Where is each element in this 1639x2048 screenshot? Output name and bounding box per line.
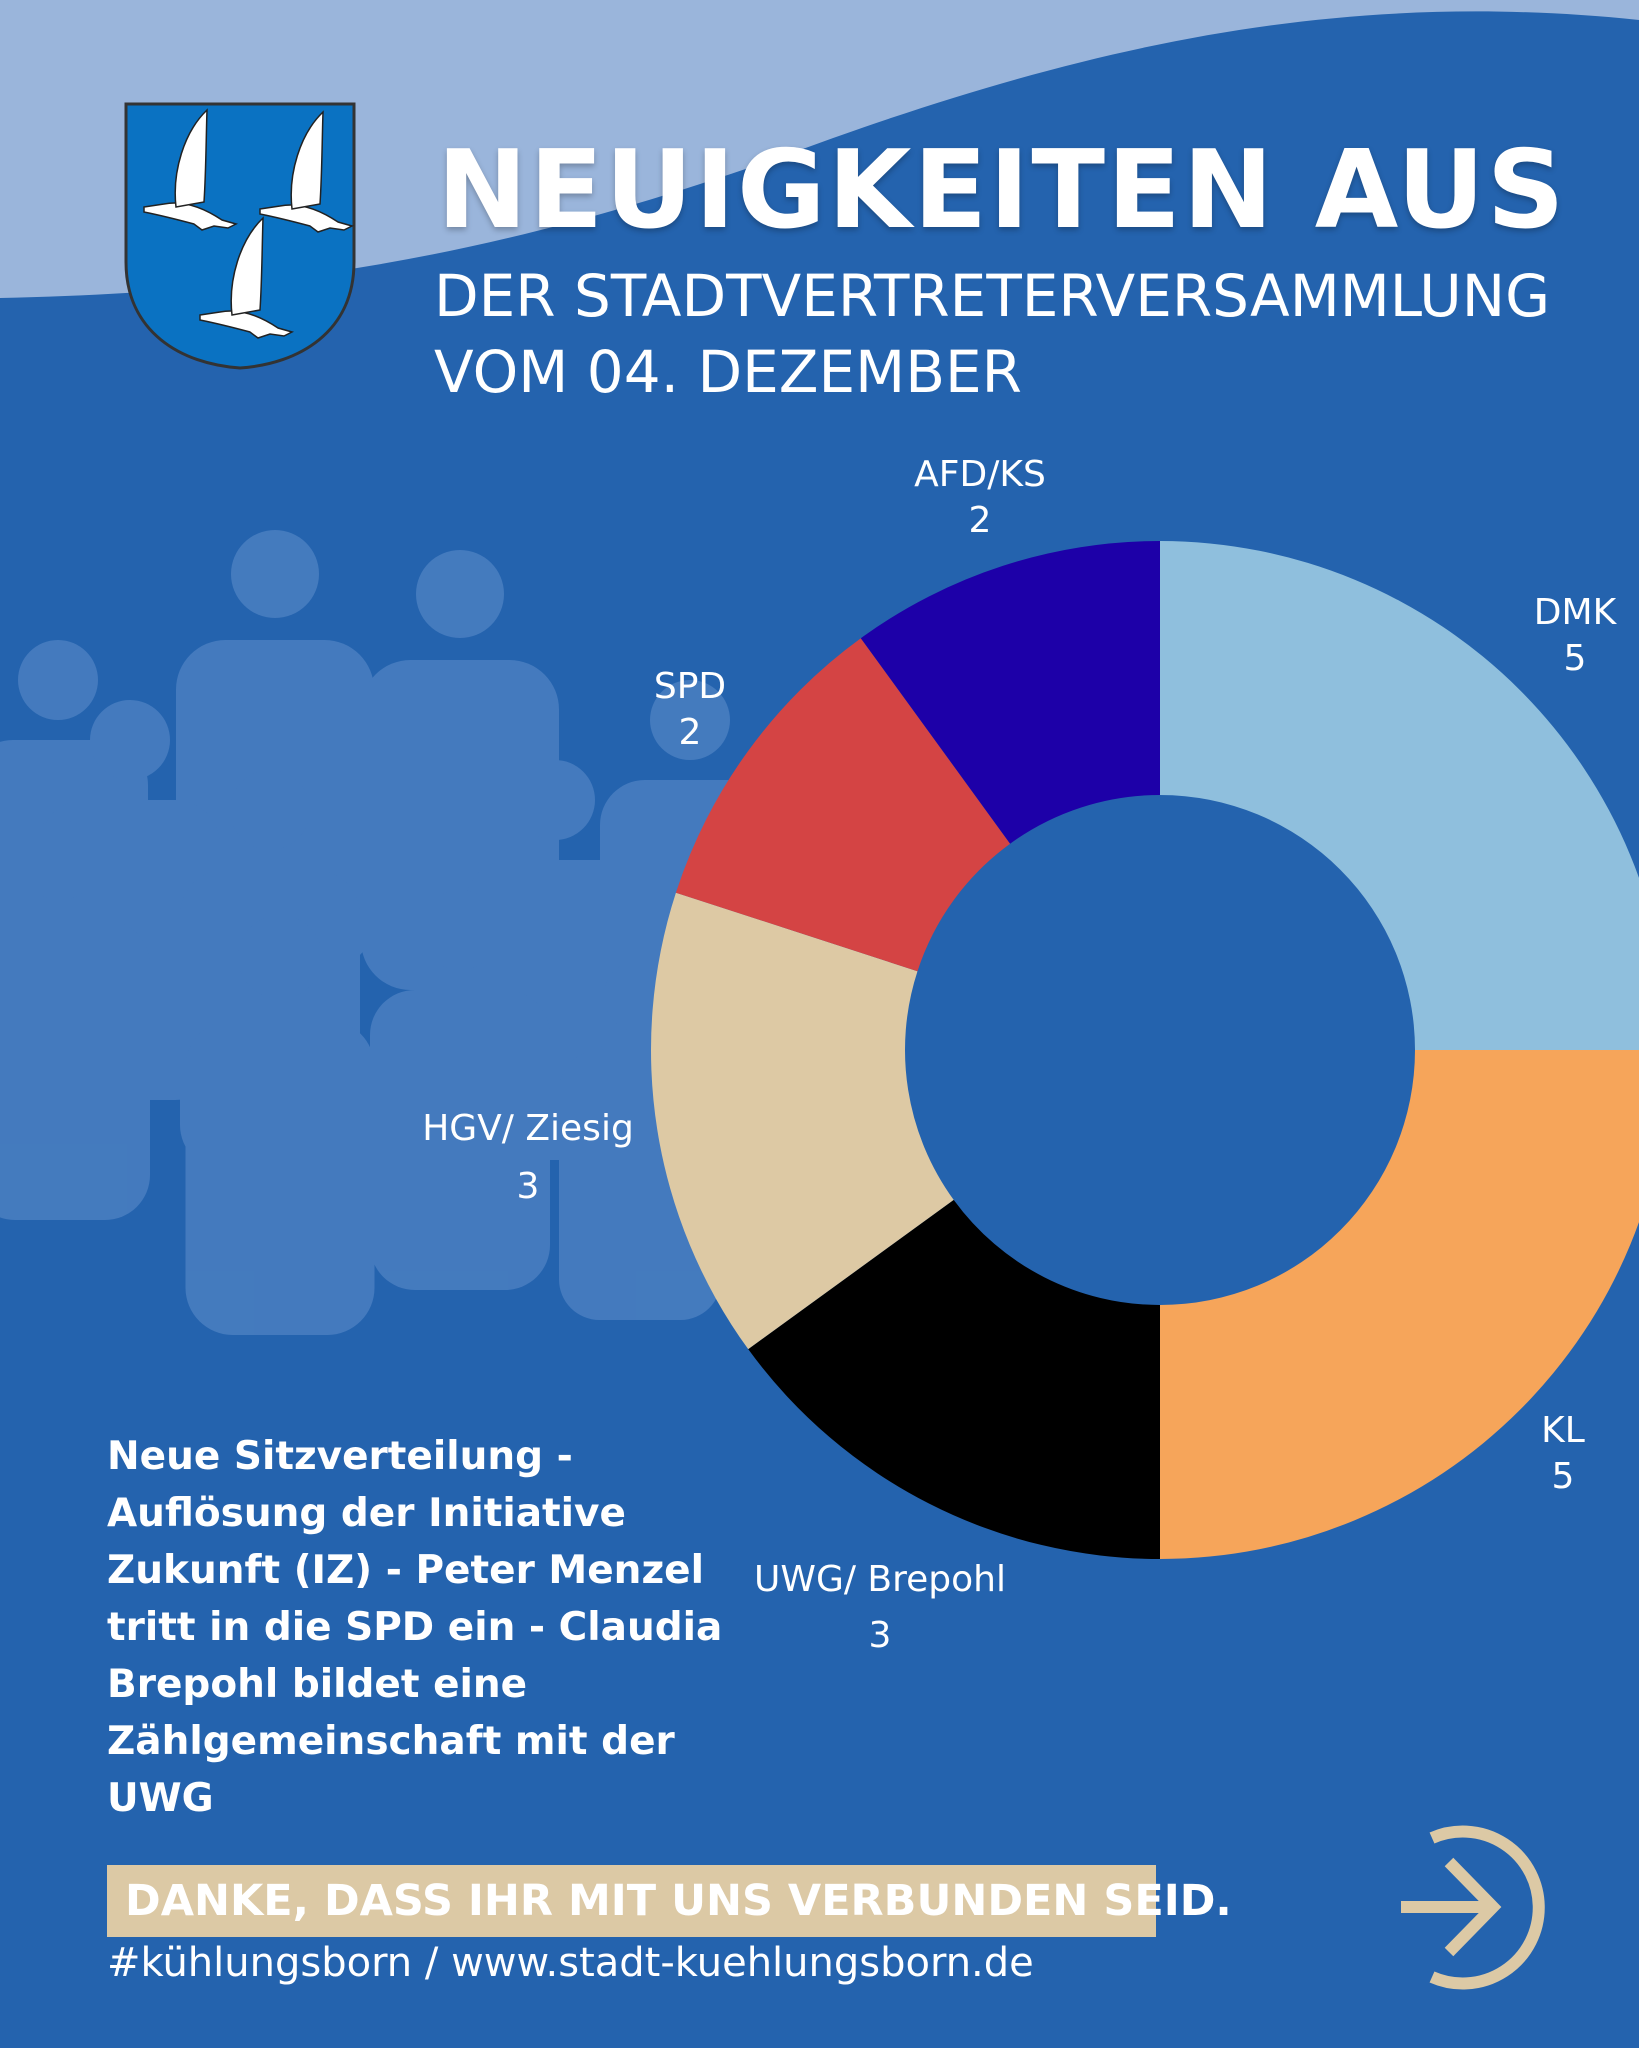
text-line: UWG (107, 1776, 214, 1821)
label-afd: AFD/KS 2 (914, 454, 1046, 541)
label-dmk: DMK 5 (1533, 592, 1617, 679)
donut-slice-kl (1160, 1050, 1639, 1559)
coat-of-arms-logo (124, 102, 356, 370)
page-subtitle-line1: DER STADTVERTRETERVERSAMMLUNG (434, 262, 1551, 330)
text-line: Zukunft (IZ) - Peter Menzel (107, 1548, 704, 1593)
donut-slice-dmk (1160, 541, 1639, 1050)
top-wave (0, 0, 1639, 298)
donut-slice-uwg-brepohl (748, 1199, 1160, 1559)
announcement-text: Neue Sitzverteilung - Auflösung der Init… (107, 1428, 727, 1827)
text-line: Neue Sitzverteilung - (107, 1434, 573, 1479)
people-silhouettes (0, 530, 780, 1335)
text-line: Brepohl bildet eine (107, 1662, 528, 1707)
label-hgv: HGV/ Ziesig 3 (422, 1108, 634, 1207)
page-subtitle-line2: VOM 04. DEZEMBER (434, 338, 1022, 406)
donut-slice-afd-ks (860, 541, 1160, 844)
donut-slice-hgv-ziesig (650, 892, 954, 1350)
label-kl: KL 5 (1541, 1410, 1585, 1497)
label-spd: SPD 2 (653, 666, 727, 753)
donut-chart (650, 541, 1639, 1559)
page-title: NEUIGKEITEN AUS (437, 128, 1567, 253)
text-line: Auflösung der Initiative (107, 1491, 626, 1536)
donut-slice-spd (675, 638, 1011, 972)
text-line: tritt in die SPD ein - Claudia (107, 1605, 723, 1650)
text-line: Zählgemeinschaft mit der (107, 1719, 675, 1764)
thanks-banner: DANKE, DASS IHR MIT UNS VERBUNDEN SEID. (107, 1865, 1232, 1937)
hashtag-website[interactable]: #kühlungsborn / www.stadt-kuehlungsborn.… (107, 1940, 1034, 1986)
arrow-right-circle-icon[interactable] (1401, 1825, 1545, 1990)
label-uwg: UWG/ Brepohl 3 (754, 1559, 1006, 1656)
